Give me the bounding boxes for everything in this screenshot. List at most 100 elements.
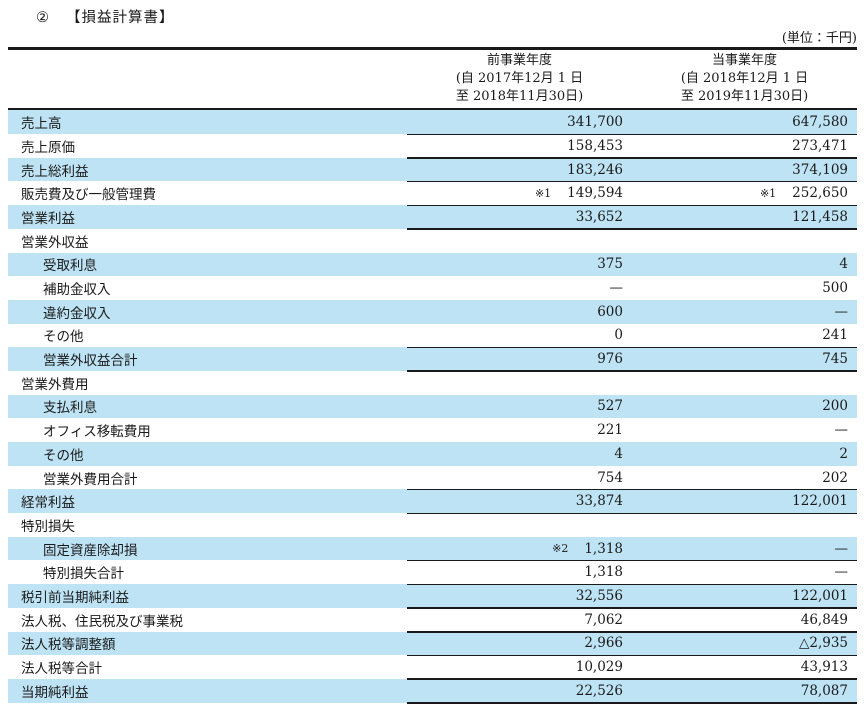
table-row: 法人税等調整額 2,966 △2,935 — [8, 631, 857, 657]
amount-value: 375 — [597, 256, 623, 273]
table-row: オフィス移転費用 221 — — [8, 418, 857, 442]
previous-year-value-cell: 22,526 — [407, 679, 632, 703]
amount-value: 22,526 — [575, 682, 623, 699]
section-number: ② — [36, 10, 50, 26]
unit-note: (単位：千円) — [781, 31, 857, 46]
note-reference: ※2 — [552, 542, 569, 556]
amount-value: — — [834, 303, 849, 320]
amount-value: 4 — [614, 445, 623, 462]
previous-year-value-cell: 341,700 — [407, 110, 632, 134]
table-row: 営業外費用 — [8, 371, 857, 395]
table-row: 特別損失 — [8, 513, 857, 537]
previous-year-value-cell: 754 — [407, 466, 632, 490]
column-header-current-year: 当事業年度 (自 2018年12月 1 日 至 2019年11月30日) — [632, 52, 857, 105]
amount-value: 252,650 — [792, 185, 848, 202]
table-row: 違約金収入 600 — — [8, 299, 857, 324]
table-row: 受取利息 375 4 — [8, 252, 857, 277]
previous-year-value-cell: ※1 149,594 — [407, 181, 632, 205]
previous-year-value-cell: 32,556 — [407, 584, 632, 608]
row-label: 販売費及び一般管理費 — [21, 187, 156, 204]
row-separator-line — [407, 180, 857, 183]
amount-value: 122,001 — [792, 587, 848, 604]
note-reference: ※1 — [759, 186, 777, 200]
previous-year-value-cell — [407, 229, 632, 253]
current-year-value-cell: 122,001 — [632, 489, 857, 513]
amount-value: 46,849 — [800, 611, 848, 628]
row-separator-line — [407, 701, 857, 705]
column-period-to: 至 2018年11月30日) — [455, 88, 584, 104]
row-label: 法人税、住民税及び事業税 — [21, 613, 183, 630]
table-row: 営業外収益 — [8, 229, 857, 253]
previous-year-value-cell: — — [407, 276, 632, 300]
row-separator-line — [407, 488, 857, 491]
previous-year-value-cell: 0 — [407, 324, 632, 348]
current-year-value-cell: — — [632, 560, 857, 584]
amount-value: — — [834, 540, 849, 557]
row-separator-line — [407, 512, 857, 515]
amount-value: 78,087 — [800, 682, 848, 699]
row-separator-line — [407, 583, 857, 586]
table-row: その他 0 241 — [8, 324, 857, 349]
amount-value: 754 — [597, 469, 623, 486]
previous-year-value-cell: 183,246 — [407, 158, 632, 182]
amount-value: — — [609, 280, 624, 297]
current-year-value-cell: — — [632, 418, 857, 442]
row-separator-line — [407, 678, 857, 680]
table-row: 支払利息 527 200 — [8, 394, 857, 419]
previous-year-value-cell: 221 — [407, 418, 632, 442]
previous-year-value-cell: 158,453 — [407, 134, 632, 158]
table-row: 法人税等合計 10,029 43,913 — [8, 655, 857, 680]
current-year-value-cell: 4 — [632, 253, 857, 277]
row-label: 違約金収入 — [43, 305, 111, 322]
table-header: 前事業年度 (自 2017年12月 1 日 至 2018年11月30日) 当事業… — [8, 50, 857, 111]
amount-value: 600 — [597, 303, 623, 320]
amount-value: 43,913 — [800, 659, 848, 676]
amount-value: 121,458 — [792, 208, 848, 225]
table-row: 特別損失合計 1,318 — — [8, 560, 857, 586]
table-row: 売上高 341,700 647,580 — [8, 110, 857, 136]
column-period-from: (自 2018年12月 1 日 — [680, 70, 809, 86]
row-separator-line — [407, 228, 857, 230]
row-label: 売上高 — [21, 116, 62, 133]
row-separator-line — [407, 346, 857, 349]
row-label: その他 — [43, 329, 84, 346]
current-year-value-cell: 273,471 — [632, 134, 857, 158]
row-label: その他 — [43, 447, 84, 464]
column-title: 当事業年度 — [711, 53, 777, 68]
row-separator-line — [407, 559, 857, 562]
row-label: 特別損失 — [21, 518, 75, 535]
current-year-value-cell: 43,913 — [632, 655, 857, 679]
current-year-value-cell: — — [632, 300, 857, 324]
amount-value: 341,700 — [567, 114, 623, 131]
amount-value: — — [834, 422, 849, 439]
column-period-to: 至 2019年11月30日) — [680, 88, 809, 104]
row-separator-line — [407, 204, 857, 207]
amount-value: 202 — [822, 469, 848, 486]
row-label: 営業外費用合計 — [43, 471, 138, 488]
amount-value: △2,935 — [798, 635, 848, 652]
row-label: 支払利息 — [43, 400, 97, 417]
row-label: 営業外収益 — [21, 234, 89, 251]
amount-value: 1,318 — [584, 564, 623, 581]
previous-year-value-cell — [407, 513, 632, 537]
row-label: 法人税等調整額 — [21, 637, 116, 654]
amount-value: 158,453 — [567, 137, 623, 154]
table-row: 売上原価 158,453 273,471 — [8, 134, 857, 159]
amount-value: 647,580 — [792, 114, 848, 131]
row-label: 売上総利益 — [21, 163, 89, 180]
amount-value: 500 — [822, 280, 848, 297]
previous-year-value-cell: 10,029 — [407, 655, 632, 679]
table-row: 当期純利益 22,526 78,087 — [8, 678, 857, 705]
row-label: 当期純利益 — [21, 684, 89, 701]
previous-year-value-cell: 2,966 — [407, 632, 632, 656]
table-row: 固定資産除却損 ※2 1,318 — — [8, 536, 857, 562]
row-separator-line — [407, 157, 857, 159]
previous-year-value-cell: 33,652 — [407, 205, 632, 229]
current-year-value-cell — [632, 229, 857, 253]
table-row: 経常利益 33,874 122,001 — [8, 489, 857, 515]
row-label: 売上原価 — [21, 139, 75, 156]
current-year-value-cell: 647,580 — [632, 110, 857, 134]
amount-value: 33,874 — [575, 493, 623, 510]
amount-value: 200 — [822, 398, 848, 415]
